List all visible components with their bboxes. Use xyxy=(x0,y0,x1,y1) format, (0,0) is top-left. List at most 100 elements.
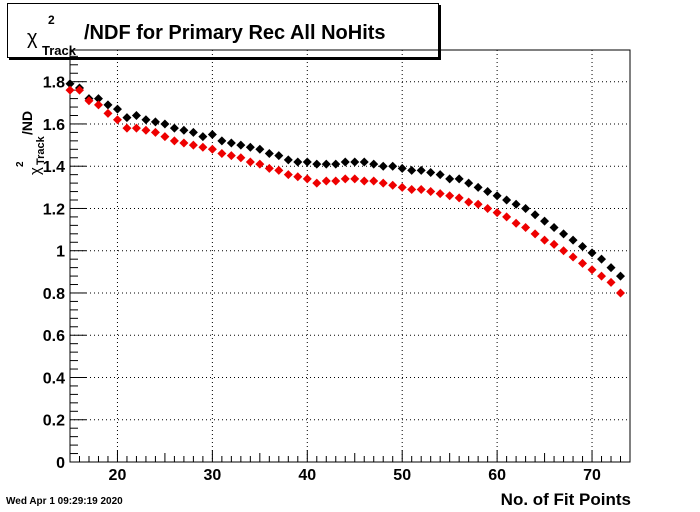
data-point xyxy=(236,153,246,163)
data-point xyxy=(530,210,540,220)
data-point xyxy=(587,248,597,258)
data-point xyxy=(141,125,151,135)
data-point xyxy=(264,149,274,159)
data-point xyxy=(483,203,493,213)
data-point xyxy=(283,170,293,180)
data-point xyxy=(198,142,208,152)
data-point xyxy=(511,199,521,209)
data-point xyxy=(378,178,388,188)
data-point xyxy=(84,96,94,106)
data-point xyxy=(179,125,189,135)
data-point xyxy=(188,127,198,137)
data-point xyxy=(568,235,578,245)
data-point xyxy=(217,136,227,146)
data-point xyxy=(388,161,398,171)
data-point xyxy=(169,136,179,146)
data-point xyxy=(559,229,569,239)
ylabel-subscript: Track xyxy=(35,135,47,165)
data-point xyxy=(416,184,426,194)
x-axis-label: No. of Fit Points xyxy=(500,490,631,509)
data-point xyxy=(65,85,75,95)
data-point xyxy=(312,159,322,169)
x-tick-label: 60 xyxy=(488,467,506,484)
tick-labels: 20 30 40 50 60 70 0 0.2 0.4 0.6 0.8 1 1.2 1.4 1.6 1.8 xyxy=(43,75,601,484)
data-point xyxy=(416,165,426,175)
data-point xyxy=(397,163,407,173)
y-tick-label: 1.2 xyxy=(43,201,65,218)
data-point xyxy=(597,254,607,264)
data-point xyxy=(188,140,198,150)
ylabel-symbol: χ xyxy=(27,167,44,175)
data-point xyxy=(454,193,464,203)
data-point xyxy=(606,277,616,287)
title-symbol: χ xyxy=(27,27,38,49)
data-point xyxy=(160,119,170,129)
y-tick-label: 1 xyxy=(56,244,65,261)
y-axis-label: χ 2 Track /ND xyxy=(15,111,47,175)
data-point xyxy=(331,159,341,169)
data-point xyxy=(369,176,379,186)
data-point xyxy=(435,170,445,180)
x-tick-label: 40 xyxy=(298,467,316,484)
data-point xyxy=(141,115,151,125)
y-tick-label: 1.6 xyxy=(43,117,65,134)
data-point xyxy=(293,172,303,182)
data-point xyxy=(122,123,132,133)
data-point xyxy=(492,191,502,201)
plot-frame xyxy=(69,49,631,463)
title-box: χ 2 Track /NDF for Primary Rec All NoHit… xyxy=(7,3,439,58)
data-point xyxy=(530,229,540,239)
data-point xyxy=(93,94,103,104)
data-point xyxy=(217,149,227,159)
ylabel-text: /ND xyxy=(19,111,35,135)
data-point xyxy=(378,161,388,171)
data-point xyxy=(492,208,502,218)
data-point xyxy=(274,165,284,175)
data-point xyxy=(207,130,217,140)
data-point xyxy=(226,151,236,161)
data-point xyxy=(350,157,360,167)
axis-ticks xyxy=(69,55,631,463)
y-tick-label: 0.2 xyxy=(43,413,65,430)
data-point xyxy=(616,271,626,281)
data-point xyxy=(445,191,455,201)
data-point xyxy=(454,174,464,184)
y-tick-label: 0.8 xyxy=(43,286,65,303)
data-markers xyxy=(65,79,626,298)
data-point xyxy=(274,151,284,161)
footer-date: Wed Apr 1 09:29:19 2020 xyxy=(6,496,123,507)
data-point xyxy=(559,246,569,256)
data-point xyxy=(464,178,474,188)
data-point xyxy=(245,142,255,152)
data-point xyxy=(293,157,303,167)
data-point xyxy=(502,195,512,205)
x-tick-label: 70 xyxy=(583,467,601,484)
data-point xyxy=(369,159,379,169)
data-point xyxy=(160,132,170,142)
data-point xyxy=(112,115,122,125)
data-point xyxy=(407,184,417,194)
data-point xyxy=(179,138,189,148)
data-point xyxy=(150,117,160,127)
data-point xyxy=(445,174,455,184)
data-point xyxy=(321,159,331,169)
y-tick-label: 1.4 xyxy=(43,159,65,176)
data-point xyxy=(226,138,236,148)
data-point xyxy=(473,199,483,209)
data-point xyxy=(521,222,531,232)
data-point xyxy=(549,239,559,249)
data-point xyxy=(568,252,578,262)
data-point xyxy=(150,127,160,137)
data-point xyxy=(340,174,350,184)
title-superscript: 2 xyxy=(48,13,55,27)
data-point xyxy=(264,163,274,173)
data-point xyxy=(597,271,607,281)
data-point xyxy=(331,176,341,186)
data-point xyxy=(103,108,113,118)
data-point xyxy=(606,263,616,273)
data-point xyxy=(74,85,84,95)
data-point xyxy=(426,187,436,197)
data-point xyxy=(473,182,483,192)
data-point xyxy=(340,157,350,167)
data-point xyxy=(283,155,293,165)
